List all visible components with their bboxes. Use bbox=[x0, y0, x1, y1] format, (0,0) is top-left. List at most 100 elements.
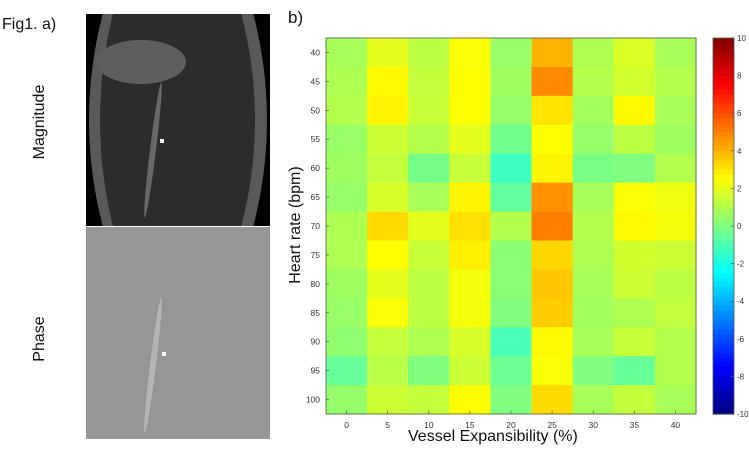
colorbar-segment bbox=[713, 338, 734, 345]
colorbar-segment bbox=[713, 132, 734, 138]
colorbar-segment bbox=[713, 226, 734, 232]
heatmap-cell bbox=[572, 327, 615, 357]
colorbar-segment bbox=[713, 221, 734, 227]
heatmap-cell bbox=[654, 298, 697, 328]
colorbar-segment bbox=[713, 371, 734, 377]
colorbar-segment bbox=[713, 216, 734, 222]
colorbar-segment bbox=[713, 296, 734, 302]
colorbar-segment bbox=[713, 103, 734, 110]
colorbar-segment bbox=[713, 108, 734, 114]
colorbar-segment bbox=[713, 268, 734, 274]
heatmap-cell bbox=[408, 153, 450, 184]
x-tick-label: 25 bbox=[547, 420, 557, 430]
heatmap-cell bbox=[531, 385, 574, 415]
colorbar-segment bbox=[713, 320, 734, 326]
y-tick-label: 70 bbox=[311, 221, 321, 231]
colorbar-tick-label: 8 bbox=[737, 72, 742, 81]
heatmap-cell bbox=[449, 153, 492, 184]
heatmap-cell bbox=[326, 124, 368, 155]
y-tick-label: 80 bbox=[311, 279, 321, 289]
x-tick-label: 15 bbox=[465, 420, 475, 430]
heatmap-cell bbox=[490, 153, 533, 184]
measurement-point bbox=[160, 139, 164, 143]
heatmap-cell bbox=[531, 66, 574, 97]
colorbar-segment bbox=[713, 61, 734, 67]
colorbar-segment bbox=[713, 146, 734, 152]
heatmap-cell bbox=[326, 182, 368, 213]
x-tick-label: 20 bbox=[506, 420, 516, 430]
heatmap-cell bbox=[408, 182, 450, 213]
x-tick-label: 5 bbox=[385, 420, 390, 430]
heatmap-cell bbox=[490, 269, 533, 299]
colorbar-segment bbox=[713, 395, 734, 401]
colorbar-segment bbox=[713, 136, 734, 142]
heatmap-cell bbox=[490, 38, 533, 68]
heatmap-cell bbox=[449, 38, 492, 68]
colorbar-tick-label: -8 bbox=[737, 372, 745, 381]
heatmap-cell bbox=[449, 240, 492, 270]
heatmap-cell bbox=[408, 356, 450, 386]
colorbar-segment bbox=[713, 343, 734, 349]
heatmap-cell bbox=[367, 66, 409, 97]
heatmap-cell bbox=[572, 269, 615, 299]
colorbar-segment bbox=[713, 352, 734, 359]
heatmap-cell bbox=[531, 298, 574, 328]
colorbar-segment bbox=[713, 141, 734, 147]
colorbar-segment bbox=[713, 390, 734, 396]
heatmap-cell bbox=[326, 385, 368, 415]
heatmap-cell bbox=[490, 356, 533, 386]
heatmap-cell bbox=[572, 211, 615, 242]
panel-b-label: b) bbox=[288, 8, 304, 27]
heatmap-cell bbox=[613, 385, 656, 415]
y-tick-label: 95 bbox=[311, 366, 321, 376]
colorbar-segment bbox=[713, 273, 734, 279]
heatmap-cell bbox=[367, 95, 409, 126]
heatmap-cell bbox=[572, 95, 615, 126]
colorbar-segment bbox=[713, 254, 734, 260]
colorbar-tick-label: -2 bbox=[737, 260, 745, 269]
heatmap-cell bbox=[490, 385, 533, 415]
heatmap-cell bbox=[490, 327, 533, 357]
vessel-structure bbox=[144, 82, 162, 218]
colorbar-segment bbox=[713, 56, 734, 63]
x-tick-label: 40 bbox=[671, 420, 681, 430]
heatmap-cell bbox=[449, 327, 492, 357]
heatmap-cell bbox=[408, 327, 450, 357]
x-tick-label: 30 bbox=[588, 420, 598, 430]
colorbar-segment bbox=[713, 376, 734, 382]
heatmap-cell bbox=[654, 269, 697, 299]
colorbar-segment bbox=[713, 202, 734, 208]
heatmap-cell bbox=[572, 182, 615, 213]
colorbar-segment bbox=[713, 324, 734, 330]
colorbar-segment bbox=[713, 367, 734, 373]
colorbar-segment bbox=[713, 169, 734, 175]
colorbar-segment bbox=[713, 240, 734, 246]
colorbar-segment bbox=[713, 75, 734, 81]
x-tick-label: 10 bbox=[424, 420, 434, 430]
y-tick-label: 65 bbox=[311, 192, 321, 202]
colorbar-tick-label: -6 bbox=[737, 335, 745, 344]
heatmap-cell bbox=[572, 153, 615, 184]
heatmap-cell bbox=[654, 153, 697, 184]
colorbar-segment bbox=[713, 207, 734, 213]
heatmap-cell bbox=[326, 327, 368, 357]
colorbar-segment bbox=[713, 399, 734, 406]
heatmap-cell bbox=[367, 385, 409, 415]
colorbar-segment bbox=[713, 70, 734, 77]
heatmap-cell bbox=[326, 269, 368, 299]
heatmap-cell bbox=[490, 211, 533, 242]
heatmap-cell bbox=[367, 211, 409, 242]
colorbar-segment bbox=[713, 409, 734, 415]
colorbar-segment bbox=[713, 310, 734, 316]
y-tick-label: 100 bbox=[306, 395, 320, 405]
heatmap-cell bbox=[572, 124, 615, 155]
heatmap-cell bbox=[408, 269, 450, 299]
colorbar-segment bbox=[713, 174, 734, 180]
heatmap-cell bbox=[449, 211, 492, 242]
y-tick-label: 50 bbox=[311, 105, 321, 115]
heatmap-cell bbox=[613, 298, 656, 328]
heatmap-cell bbox=[654, 124, 697, 155]
colorbar-segment bbox=[713, 47, 734, 53]
heatmap-cell bbox=[531, 327, 574, 357]
colorbar-segment bbox=[713, 329, 734, 335]
